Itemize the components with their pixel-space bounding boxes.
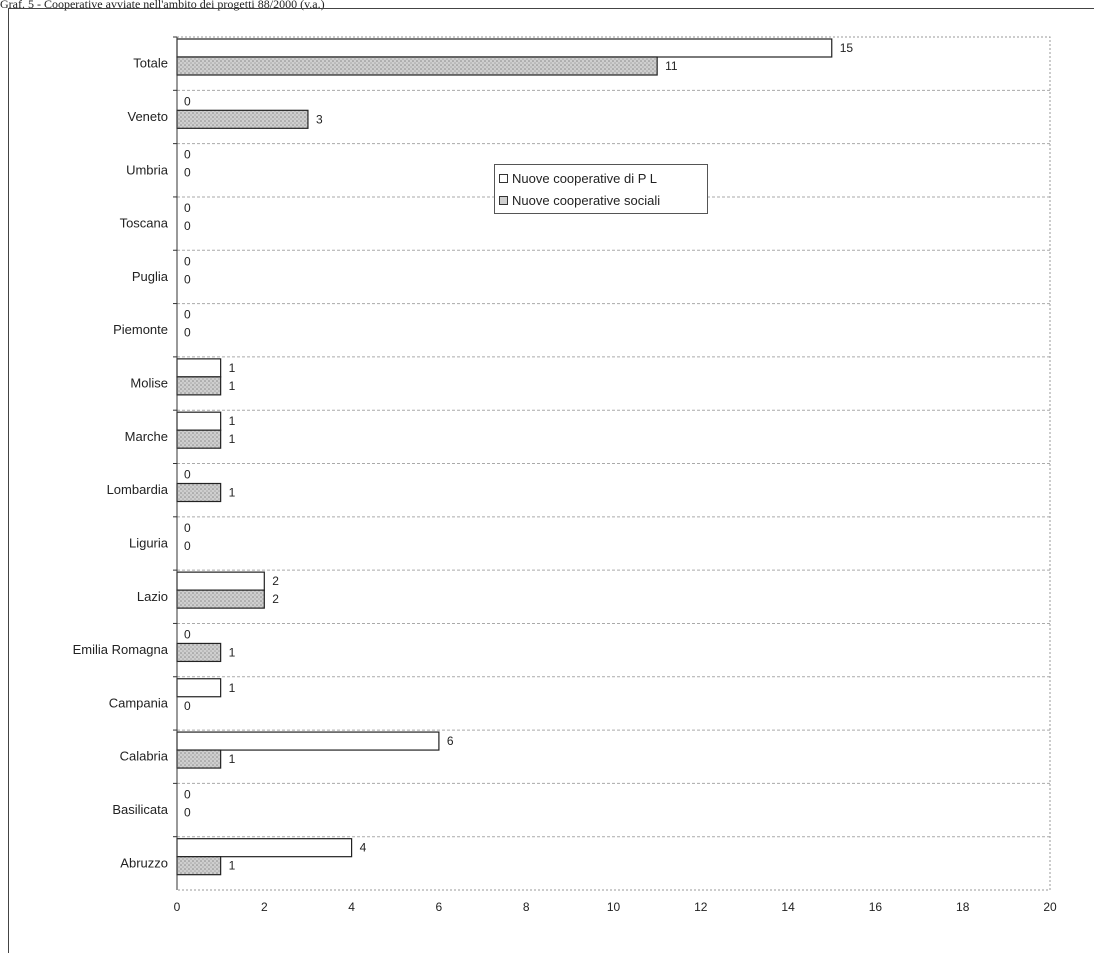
category-label: Liguria [129,535,169,550]
bar [176,838,353,858]
data-label: 4 [360,841,367,855]
x-tick-label: 6 [436,900,443,914]
data-label: 0 [184,94,191,108]
x-tick-label: 18 [956,900,970,914]
bar [176,642,222,663]
data-label: 1 [229,361,236,375]
data-label: 15 [840,41,854,55]
legend-label: Nuove cooperative di P L [512,170,658,186]
x-tick-label: 12 [694,900,708,914]
legend-item-nuove-cooperative-pl: Nuove cooperative di P L [499,169,657,187]
chart-legend: Nuove cooperative di P L Nuove cooperati… [494,164,708,214]
data-label: 0 [184,787,191,801]
data-label: 0 [184,521,191,535]
bar [176,678,222,698]
category-label: Lazio [137,589,168,604]
category-label: Basilicata [112,802,168,817]
bar [176,589,265,609]
data-label: 0 [184,272,191,286]
data-label: 1 [229,379,236,393]
data-label: 6 [447,734,454,748]
bar [176,482,222,503]
data-label: 3 [316,112,323,126]
legend-swatch [499,173,508,183]
category-label: Lombardia [107,482,169,497]
category-label: Umbria [126,162,169,177]
data-label: 1 [229,681,236,695]
data-label: 1 [229,752,236,766]
x-tick-label: 16 [869,900,883,914]
page-title: Graf. 5 - Cooperative avviate nell'ambit… [0,0,325,11]
legend-label: Nuove cooperative sociali [512,192,661,208]
category-label: Emilia Romagna [73,642,169,657]
data-label: 1 [229,432,236,446]
data-label: 0 [184,805,191,819]
category-label: Veneto [128,109,169,124]
x-tick-label: 20 [1043,900,1057,914]
data-label: 0 [184,627,191,641]
bar [176,376,222,396]
axes: Totale Veneto Umbria Toscana Puglia Piemonte M… [73,36,1057,914]
data-label: 0 [184,219,191,233]
category-label: Toscana [120,216,169,231]
data-label: 1 [229,859,236,873]
data-label: 0 [184,699,191,713]
category-label: Piemonte [113,322,168,337]
category-label: Marche [125,429,168,444]
data-label: 0 [184,166,191,180]
x-tick-label: 8 [523,900,530,914]
bar [176,731,440,751]
data-label: 2 [272,574,279,588]
data-label: 0 [184,148,191,162]
category-label: Puglia [132,269,169,284]
bar [176,358,222,378]
category-label: Molise [130,376,168,391]
bar [176,38,833,58]
legend-item-nuove-cooperative-sociali: Nuove cooperative sociali [499,191,660,209]
bar [176,109,309,129]
category-label: Campania [109,695,169,710]
x-tick-label: 4 [348,900,355,914]
bar [176,856,222,876]
bar [176,571,265,591]
data-label: 2 [272,592,279,606]
data-label: 0 [184,201,191,215]
x-tick-label: 0 [174,900,181,914]
data-label: 1 [229,486,236,500]
data-label: 0 [184,326,191,340]
category-label: Calabria [120,749,169,764]
x-tick-label: 14 [781,900,795,914]
bars [176,38,833,876]
x-tick-label: 10 [607,900,621,914]
bar [176,56,658,76]
data-label: 0 [184,308,191,322]
bar [176,429,222,449]
data-label: 0 [184,539,191,553]
legend-swatch [499,195,508,205]
data-label: 0 [184,254,191,268]
data-label: 1 [229,645,236,659]
chart-frame [8,8,1094,953]
category-label: Abruzzo [120,855,168,870]
bar [176,411,222,431]
bar [176,749,222,769]
x-tick-label: 2 [261,900,268,914]
category-label: Totale [133,56,168,71]
data-label: 11 [665,59,678,73]
data-label: 0 [184,468,191,482]
data-label: 1 [229,414,236,428]
